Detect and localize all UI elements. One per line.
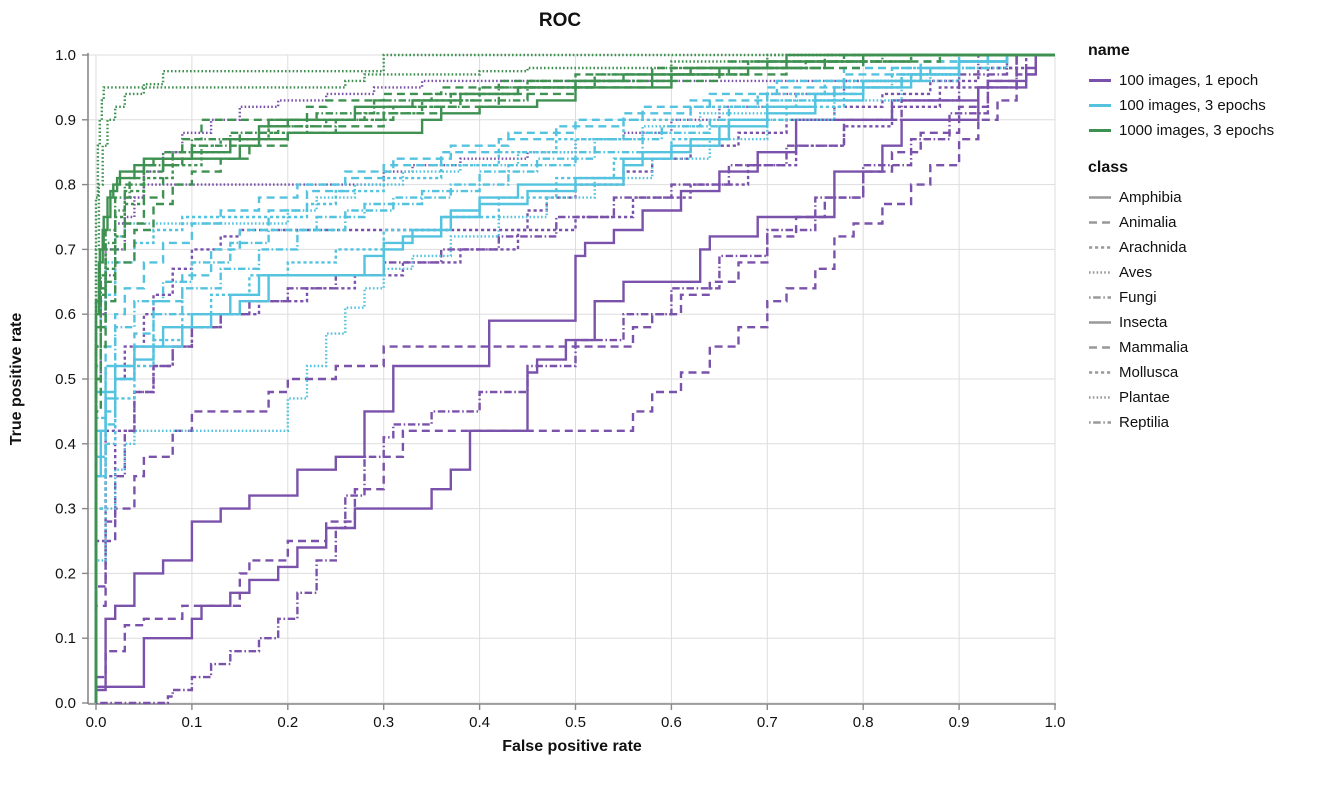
legend-item-label: Animalia xyxy=(1119,214,1177,231)
legend-item-aves: Aves xyxy=(1088,260,1332,285)
legend-item-label: 100 images, 3 epochs xyxy=(1119,97,1266,114)
legend-item-reptilia: Reptilia xyxy=(1088,410,1332,435)
legend-swatch xyxy=(1089,196,1111,199)
roc-curve-fungi xyxy=(94,53,1055,703)
legend-swatch xyxy=(1089,346,1111,349)
roc-curve-fungi xyxy=(96,53,1055,705)
roc-curve-insecta xyxy=(94,53,1055,703)
legend-item-label: Plantae xyxy=(1119,389,1170,406)
legend-swatch xyxy=(1089,129,1111,132)
legend-item-label: Fungi xyxy=(1119,289,1157,306)
roc-curve-mollusca xyxy=(94,53,1055,703)
roc-curve-mammalia xyxy=(94,53,1055,703)
legend-swatch xyxy=(1089,271,1111,274)
roc-curve-aves xyxy=(94,53,1055,703)
legend-item-label: Mammalia xyxy=(1119,339,1189,356)
x-tick-label: 0.3 xyxy=(373,714,394,731)
legend-swatch xyxy=(1089,396,1111,399)
x-tick-label: 0.9 xyxy=(949,714,970,731)
x-tick-label: 0.5 xyxy=(565,714,586,731)
y-axis-title: True positive rate xyxy=(8,313,25,446)
legend-swatch xyxy=(1089,296,1111,299)
legend-name-title: name xyxy=(1088,42,1130,59)
legend-item-insecta: Insecta xyxy=(1088,310,1332,335)
x-tick-label: 1.0 xyxy=(1045,714,1066,731)
legend-item-label: Mollusca xyxy=(1119,364,1179,381)
roc-curve-mammalia xyxy=(94,53,1055,703)
roc-curve-aves xyxy=(94,53,1055,703)
legend-swatch xyxy=(1089,104,1111,107)
legend-swatch xyxy=(1089,421,1111,424)
axes: 0.0 0.1 0.2 0.3 0.4 0.5 0.6 0.7 0.8 0.9 1.0 0.0 0.1 0… xyxy=(55,47,1065,731)
legend-item-label: Aves xyxy=(1119,264,1153,281)
legend-item-label: 100 images, 1 epoch xyxy=(1119,72,1259,89)
legend-item-mammalia: Mammalia xyxy=(1088,335,1332,360)
legend-class-items: Amphibia Animalia Arachnida Aves Fungi Insect… xyxy=(1088,185,1332,435)
legend-item-label: Amphibia xyxy=(1119,189,1182,206)
legend-swatch xyxy=(1089,371,1111,374)
y-tick-label: 0.6 xyxy=(55,306,76,323)
legend-item-animalia: Animalia xyxy=(1088,210,1332,235)
roc-curve-mollusca xyxy=(94,53,1055,703)
legend-item-mollusca: Mollusca xyxy=(1088,360,1332,385)
legend-swatch xyxy=(1089,246,1111,249)
x-tick-label: 0.6 xyxy=(661,714,682,731)
y-tick-label: 1.0 xyxy=(55,47,76,64)
legend-item-label: Insecta xyxy=(1119,314,1168,331)
legend-item-100-images-1-epoch: 100 images, 1 epoch xyxy=(1088,68,1332,93)
roc-curve-mammalia xyxy=(94,53,1055,703)
chart-title: ROC xyxy=(539,10,582,31)
legend-swatch xyxy=(1089,221,1111,224)
y-tick-label: 0.4 xyxy=(55,436,76,453)
legend-class-title: class xyxy=(1088,159,1129,176)
legend-name-items: 100 images, 1 epoch 100 images, 3 epochs 1… xyxy=(1088,68,1332,143)
y-tick-label: 0.5 xyxy=(55,371,76,388)
roc-plot: 0.0 0.1 0.2 0.3 0.4 0.5 0.6 0.7 0.8 0.9 1.0 0.0 0.1 0… xyxy=(8,10,1065,755)
roc-curves xyxy=(94,53,1055,705)
x-tick-label: 0.4 xyxy=(469,714,490,731)
legend-swatch xyxy=(1089,79,1111,82)
y-tick-label: 0.9 xyxy=(55,112,76,129)
roc-curve-plantae xyxy=(94,53,1055,703)
y-tick-label: 0.3 xyxy=(55,501,76,518)
legend-item-label: Reptilia xyxy=(1119,414,1170,431)
y-tick-label: 0.1 xyxy=(55,630,76,647)
x-tick-label: 0.8 xyxy=(853,714,874,731)
x-tick-label: 0.0 xyxy=(86,714,107,731)
roc-curve-reptilia xyxy=(94,53,1055,703)
roc-curve-plantae xyxy=(94,53,1055,703)
roc-curve-animalia xyxy=(94,53,1055,703)
roc-curve-amphibia xyxy=(94,53,1055,703)
legend-item-amphibia: Amphibia xyxy=(1088,185,1332,210)
legend-item-1000-images-3-epochs: 1000 images, 3 epochs xyxy=(1088,118,1332,143)
y-tick-label: 0.2 xyxy=(55,565,76,582)
x-tick-label: 0.2 xyxy=(277,714,298,731)
legend-item-plantae: Plantae xyxy=(1088,385,1332,410)
x-tick-label: 0.7 xyxy=(757,714,778,731)
y-tick-label: 0.8 xyxy=(55,177,76,194)
y-tick-label: 0.0 xyxy=(55,695,76,712)
roc-curve-plantae xyxy=(94,53,1055,703)
legend-item-label: Arachnida xyxy=(1119,239,1187,256)
legend-item-label: 1000 images, 3 epochs xyxy=(1119,122,1275,139)
legend-item-fungi: Fungi xyxy=(1088,285,1332,310)
y-tick-label: 0.7 xyxy=(55,241,76,258)
x-axis-title: False positive rate xyxy=(502,738,642,755)
roc-curve-reptilia xyxy=(94,53,1055,703)
legend-swatch xyxy=(1089,321,1111,324)
legend: name 100 images, 1 epoch 100 images, 3 ep… xyxy=(1088,40,1332,435)
legend-item-arachnida: Arachnida xyxy=(1088,235,1332,260)
legend-item-100-images-3-epochs: 100 images, 3 epochs xyxy=(1088,93,1332,118)
x-tick-label: 0.1 xyxy=(181,714,202,731)
roc-curve-mollusca xyxy=(94,53,1055,703)
